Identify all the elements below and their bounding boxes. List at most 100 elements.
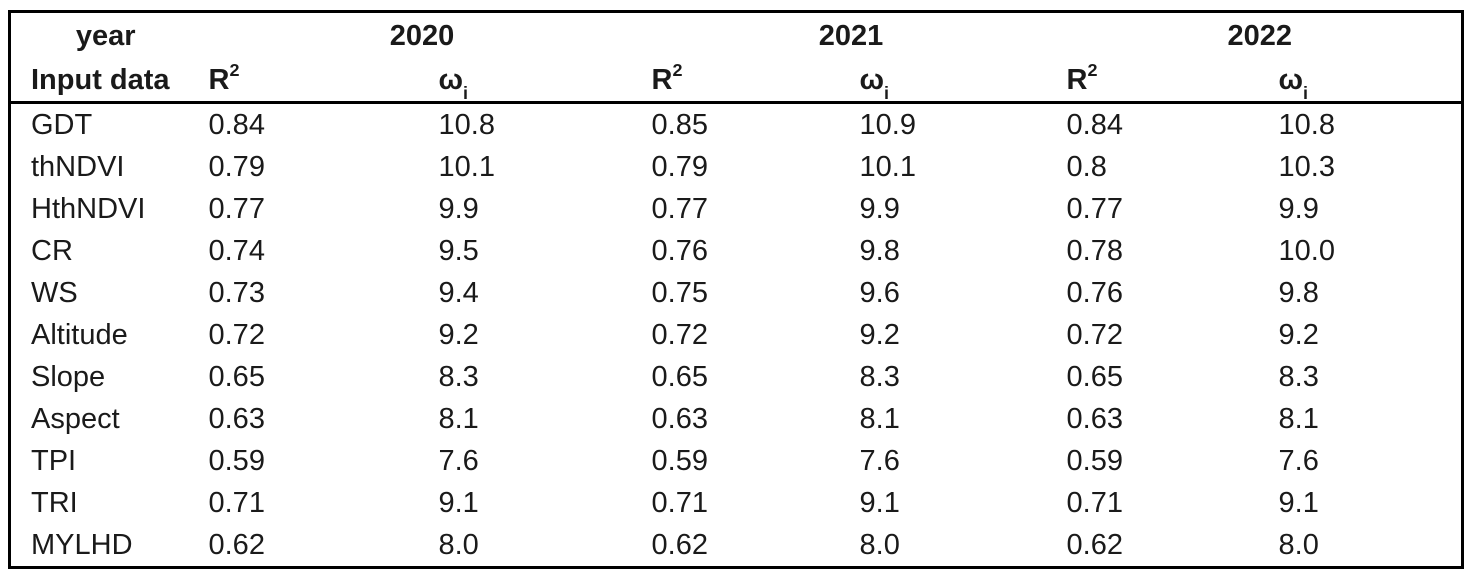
cell-wi-2021: 9.1 [859,486,900,519]
table-row-slope: Slope 0.65 8.3 0.65 8.3 0.65 8.3 [10,356,1463,398]
cell-r2-2021: 0.79 [651,150,708,183]
row-label: thNDVI [31,150,125,183]
cell-r2-2022: 0.84 [1066,108,1123,141]
header-r2-2022: R2 [1058,60,1271,104]
cell-wi-2021: 8.0 [859,528,900,561]
cell-r2-2022: 0.76 [1066,276,1123,309]
cell-r2-2021: 0.77 [651,192,708,225]
omega-subscript: i [1303,83,1309,103]
cell-r2-2021: 0.63 [651,402,708,435]
cell-r2-2020: 0.77 [208,192,265,225]
row-label: Altitude [31,318,128,351]
cell-r2-2022: 0.59 [1066,444,1123,477]
table-row-mylhd: MYLHD 0.62 8.0 0.62 8.0 0.62 8.0 [10,524,1463,568]
cell-r2-2020: 0.59 [208,444,265,477]
cell-wi-2021: 9.6 [859,276,900,309]
cell-r2-2021: 0.76 [651,234,708,267]
cell-r2-2020: 0.65 [208,360,265,393]
r2-superscript: 2 [229,60,240,81]
cell-wi-2020: 7.6 [438,444,479,477]
cell-r2-2022: 0.65 [1066,360,1123,393]
cell-wi-2021: 8.3 [859,360,900,393]
cell-r2-2021: 0.71 [651,486,708,519]
table-row-hthndvi: HthNDVI 0.77 9.9 0.77 9.9 0.77 9.9 [10,188,1463,230]
table-header: year 2020 2021 2022 Input data R2 ωi R2 … [9,12,1463,104]
cell-r2-2020: 0.62 [208,528,265,561]
cell-r2-2020: 0.79 [208,150,265,183]
omega-symbol: ω [1278,64,1304,96]
table-body: GDT 0.84 10.8 0.85 10.9 0.84 10.8 thNDVI… [10,103,1463,568]
cell-r2-2021: 0.62 [651,528,708,561]
header-r2-2020: R2 [200,60,431,104]
cell-wi-2022: 7.6 [1278,444,1319,477]
table-row-thndvi: thNDVI 0.79 10.1 0.79 10.1 0.8 10.3 [10,146,1463,188]
table-row-tpi: TPI 0.59 7.6 0.59 7.6 0.59 7.6 [10,440,1463,482]
cell-wi-2022: 10.3 [1278,150,1335,183]
r2-superscript: 2 [672,60,683,81]
omega-symbol: ω [438,64,464,96]
cell-wi-2020: 9.5 [438,234,479,267]
r2-symbol: R [1066,64,1088,96]
row-label: HthNDVI [31,192,146,225]
cell-wi-2022: 10.8 [1278,108,1335,141]
cell-wi-2020: 9.4 [438,276,479,309]
row-label: Slope [31,360,106,393]
table-row-altitude: Altitude 0.72 9.2 0.72 9.2 0.72 9.2 [10,314,1463,356]
table-row-cr: CR 0.74 9.5 0.76 9.8 0.78 10.0 [10,230,1463,272]
cell-wi-2021: 10.9 [859,108,916,141]
table-row-tri: TRI 0.71 9.1 0.71 9.1 0.71 9.1 [10,482,1463,524]
cell-wi-2021: 9.2 [859,318,900,351]
header-year-2021: 2021 [818,20,884,52]
omega-symbol: ω [859,64,885,96]
cell-wi-2020: 10.1 [438,150,495,183]
header-omega-2020: ωi [430,60,644,104]
table-row-gdt: GDT 0.84 10.8 0.85 10.9 0.84 10.8 [10,103,1463,147]
cell-wi-2020: 9.1 [438,486,479,519]
omega-subscript: i [884,83,890,103]
header-year-2022: 2022 [1227,20,1293,52]
row-label: MYLHD [31,528,133,561]
cell-r2-2022: 0.63 [1066,402,1123,435]
input-data-performance-table: year 2020 2021 2022 Input data R2 ωi R2 … [8,10,1464,569]
header-input-data-label: Input data [9,60,201,104]
cell-wi-2022: 8.1 [1278,402,1319,435]
r2-symbol: R [208,64,230,96]
cell-r2-2022: 0.78 [1066,234,1123,267]
row-label: TRI [31,486,78,519]
table-row-ws: WS 0.73 9.4 0.75 9.6 0.76 9.8 [10,272,1463,314]
header-row-years: year 2020 2021 2022 [10,12,1463,61]
row-label: GDT [31,108,93,141]
cell-r2-2021: 0.72 [651,318,708,351]
header-omega-2022: ωi [1270,60,1463,104]
cell-r2-2022: 0.72 [1066,318,1123,351]
cell-r2-2022: 0.77 [1066,192,1123,225]
header-year-2020: 2020 [389,20,455,52]
cell-wi-2021: 10.1 [859,150,916,183]
cell-wi-2020: 8.1 [438,402,479,435]
cell-wi-2020: 8.0 [438,528,479,561]
table-row-aspect: Aspect 0.63 8.1 0.63 8.1 0.63 8.1 [10,398,1463,440]
cell-wi-2020: 8.3 [438,360,479,393]
cell-wi-2021: 7.6 [859,444,900,477]
cell-wi-2021: 9.9 [859,192,900,225]
cell-wi-2022: 8.0 [1278,528,1319,561]
r2-symbol: R [651,64,673,96]
cell-wi-2021: 8.1 [859,402,900,435]
row-label: CR [31,234,73,267]
cell-r2-2020: 0.72 [208,318,265,351]
cell-wi-2022: 9.8 [1278,276,1319,309]
header-r2-2021: R2 [643,60,852,104]
header-omega-2021: ωi [851,60,1059,104]
cell-wi-2022: 9.2 [1278,318,1319,351]
row-label: TPI [31,444,77,477]
cell-wi-2020: 9.2 [438,318,479,351]
cell-r2-2022: 0.8 [1066,150,1107,183]
cell-wi-2020: 10.8 [438,108,495,141]
cell-r2-2020: 0.73 [208,276,265,309]
cell-wi-2022: 8.3 [1278,360,1319,393]
cell-r2-2021: 0.75 [651,276,708,309]
cell-r2-2021: 0.65 [651,360,708,393]
cell-r2-2022: 0.62 [1066,528,1123,561]
cell-r2-2022: 0.71 [1066,486,1123,519]
